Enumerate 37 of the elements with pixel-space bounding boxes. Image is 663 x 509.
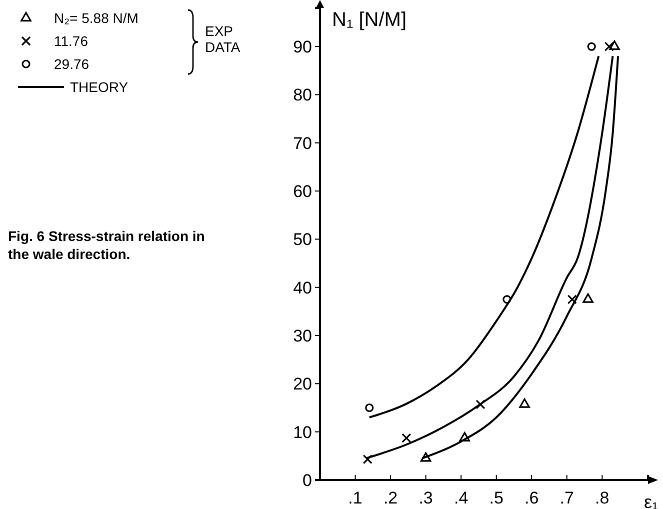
- y-tick-label: 40: [293, 278, 312, 298]
- legend-label: 11.76: [54, 33, 88, 49]
- legend-label: 29.76: [54, 56, 90, 72]
- y-tick-label: 20: [293, 374, 312, 394]
- x-tick-label: .8: [595, 488, 610, 508]
- y-tick-label: 30: [293, 326, 312, 346]
- x-tick-label: .3: [418, 488, 433, 508]
- point: [402, 433, 412, 443]
- x-tick-label: .5: [489, 488, 504, 508]
- caption: Fig. 6 Stress-strain relation in the wale direction.: [8, 228, 205, 262]
- y-tick-label: 60: [293, 182, 312, 201]
- y-tick-label: 50: [293, 230, 312, 250]
- legend-label: THEORY: [70, 79, 129, 95]
- line-series: [368, 55, 600, 418]
- x-tick-label: .6: [524, 488, 539, 508]
- point: [502, 295, 512, 304]
- point: [587, 42, 596, 51]
- point: [567, 294, 577, 304]
- y-tick-label: 90: [293, 37, 312, 56]
- point: [604, 42, 614, 52]
- point: [362, 454, 372, 464]
- y-tick-label: 0: [302, 470, 312, 490]
- x-tick-label: .7: [560, 488, 574, 508]
- text: EXP DATA: [205, 23, 241, 55]
- y-tick-label: 10: [293, 422, 312, 442]
- point: [609, 40, 620, 50]
- x-tick-label: .4: [454, 488, 468, 508]
- point: [365, 403, 374, 412]
- point: [519, 398, 530, 408]
- y-tick-label: 80: [293, 86, 312, 105]
- y-tick-label: 70: [293, 134, 312, 153]
- x-tick-label: .2: [383, 488, 398, 508]
- point: [582, 293, 594, 303]
- point: [476, 400, 486, 410]
- x-tick-label: .1: [348, 488, 362, 508]
- y-axis-title: N₁ [N/M]: [332, 9, 407, 31]
- legend-label: N₂= 5.88 N/M: [54, 10, 138, 26]
